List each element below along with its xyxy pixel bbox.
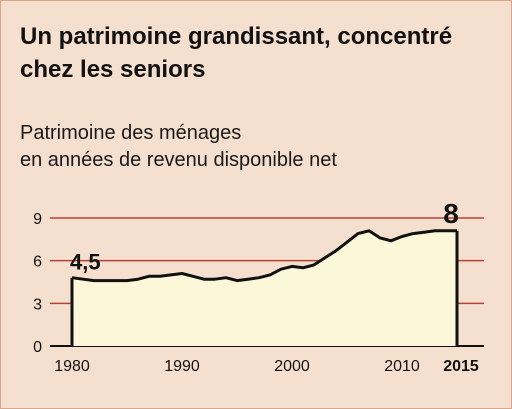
subtitle-line-1: Patrimoine des ménages bbox=[20, 122, 242, 144]
annotation-end-value: 8 bbox=[443, 198, 459, 229]
x-tick-label-2015: 2015 bbox=[443, 358, 479, 375]
series-layer bbox=[70, 229, 459, 346]
x-tick-label-1980: 1980 bbox=[54, 358, 90, 375]
x-tick-label-2010: 2010 bbox=[384, 358, 420, 375]
x-tick-label-1990: 1990 bbox=[164, 358, 200, 375]
y-tick-labels: 0 3 6 9 bbox=[33, 211, 42, 356]
y-tick-label-6: 6 bbox=[33, 254, 42, 271]
series-area bbox=[72, 230, 457, 346]
chart-subtitle: Patrimoine des ménages en années de reve… bbox=[20, 120, 490, 174]
series-line bbox=[71, 229, 457, 283]
chart-title: Un patrimoine grandissant, concentré che… bbox=[20, 23, 453, 83]
y-tick-label-0: 0 bbox=[33, 339, 42, 356]
subtitle-line-2: en années de revenu disponible net bbox=[20, 149, 337, 171]
y-tick-label-3: 3 bbox=[33, 296, 42, 313]
y-tick-label-9: 9 bbox=[33, 211, 42, 228]
annotations: 4,58 bbox=[70, 198, 459, 275]
x-tick-label-2000: 2000 bbox=[274, 358, 310, 375]
x-tick-labels: 1980 1990 2000 2010 2015 bbox=[54, 358, 479, 375]
annotation-start-value: 4,5 bbox=[70, 250, 101, 275]
